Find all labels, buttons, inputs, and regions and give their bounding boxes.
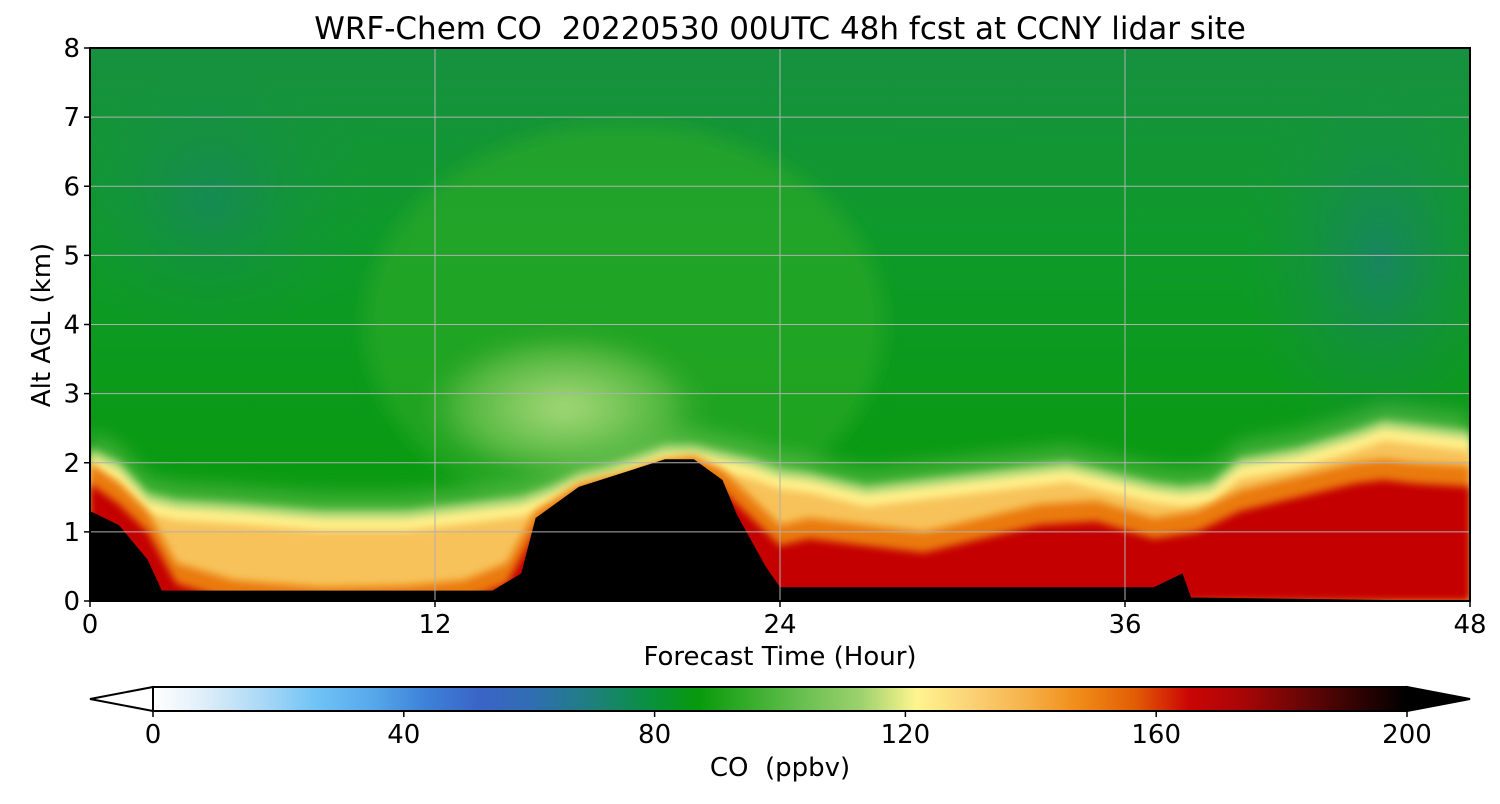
colorbar-extend-max <box>1406 685 1471 713</box>
colorbar-extend-min <box>89 685 154 713</box>
colorbar-tick-label: 0 <box>145 720 162 750</box>
colorbar-tick-label: 200 <box>1382 720 1432 750</box>
y-axis: 0 1 2 3 4 5 6 7 8 <box>63 34 90 617</box>
y-tick-label: 3 <box>63 380 80 410</box>
x-tick-label: 12 <box>418 610 451 640</box>
y-tick-label: 2 <box>63 449 80 479</box>
colorbar-gradient <box>153 687 1407 711</box>
clean-air-region-left <box>90 50 370 350</box>
y-tick-label: 1 <box>63 518 80 548</box>
colorbar-tick-label: 40 <box>387 720 420 750</box>
x-axis-label: Forecast Time (Hour) <box>643 642 916 672</box>
x-tick-label: 24 <box>763 610 796 640</box>
y-axis-label: Alt AGL (km) <box>27 243 57 407</box>
colorbar-label: CO (ppbv) <box>710 753 850 783</box>
x-tick-label: 48 <box>1453 610 1486 640</box>
grid <box>90 48 1470 601</box>
y-tick-label: 0 <box>63 587 80 617</box>
y-tick-label: 5 <box>63 241 80 271</box>
clean-air-region-right <box>1240 60 1470 460</box>
x-axis: 0 12 24 36 48 <box>82 601 1487 640</box>
colorbar-tick-label: 80 <box>638 720 671 750</box>
y-tick-label: 4 <box>63 311 80 341</box>
x-tick-label: 36 <box>1108 610 1141 640</box>
y-tick-label: 8 <box>63 34 80 64</box>
colorbar: 0 40 80 120 160 200 CO (ppbv) <box>89 685 1471 783</box>
x-tick-label: 0 <box>82 610 99 640</box>
y-tick-label: 7 <box>63 103 80 133</box>
plot-area <box>90 48 1470 601</box>
y-tick-label: 6 <box>63 172 80 202</box>
colorbar-tick-label: 160 <box>1131 720 1181 750</box>
chart-title: WRF-Chem CO 20220530 00UTC 48h fcst at C… <box>314 11 1246 47</box>
colorbar-tick-label: 120 <box>881 720 931 750</box>
